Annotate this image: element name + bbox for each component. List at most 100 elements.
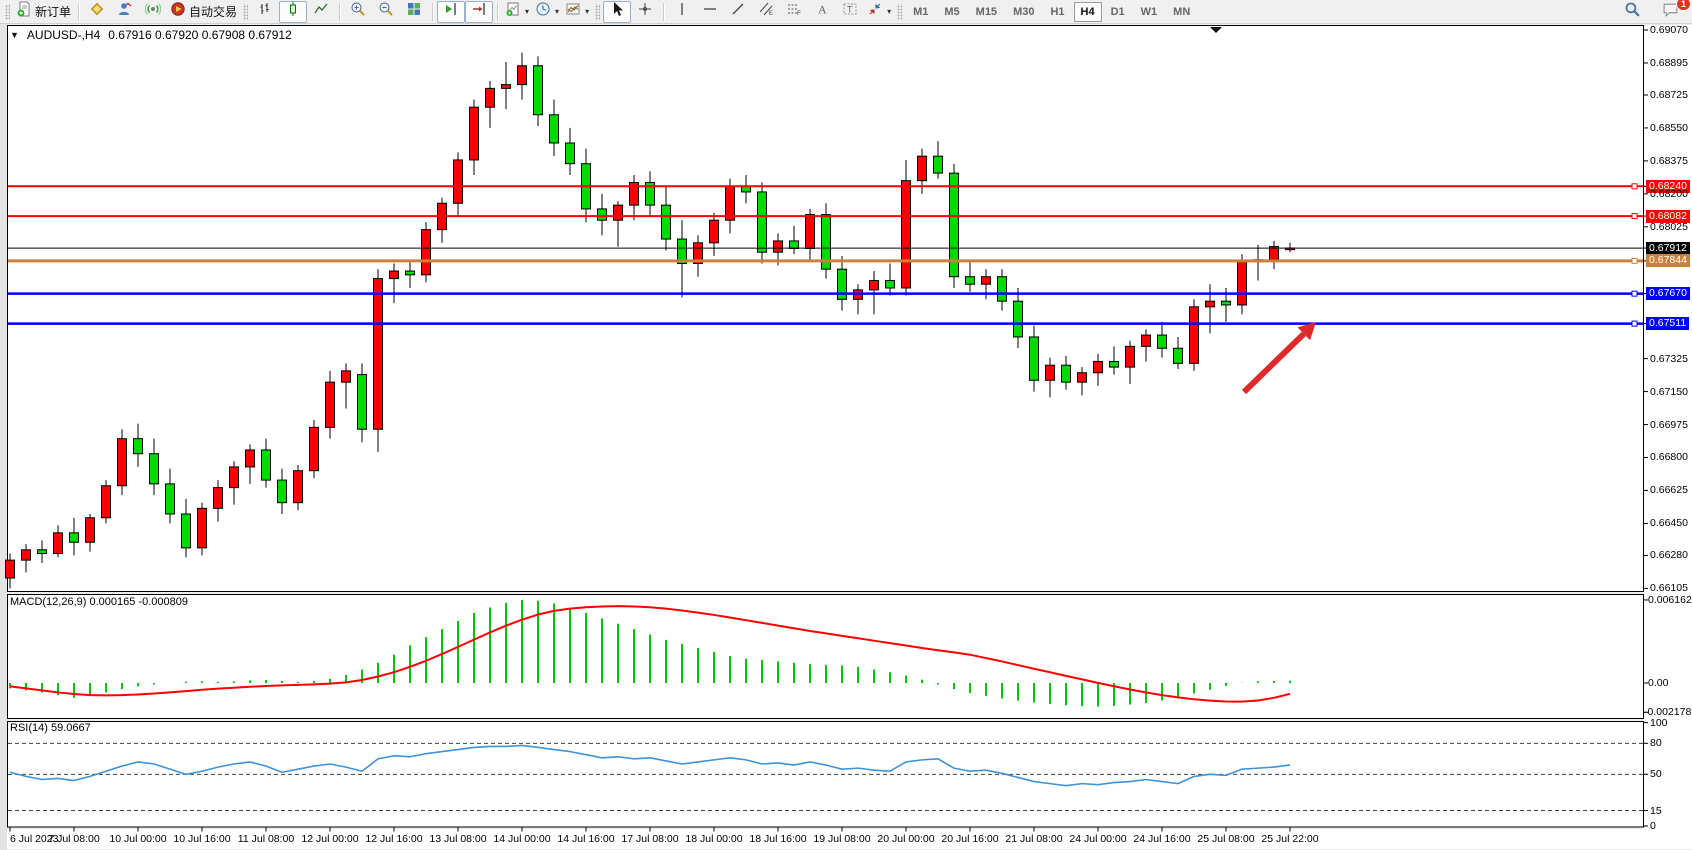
candle-body — [997, 276, 1007, 302]
line-handle[interactable] — [1631, 183, 1638, 190]
line-chart-button[interactable] — [307, 1, 335, 23]
svg-text:T: T — [847, 5, 853, 15]
candle-body — [181, 513, 191, 549]
timeframe-mn[interactable]: MN — [1173, 5, 1191, 18]
new-chart-button[interactable]: ▾ — [502, 1, 532, 23]
candle-body — [693, 242, 703, 265]
timeframe-h4[interactable]: H4 — [1073, 1, 1102, 22]
candle-body — [885, 279, 895, 289]
line-handle[interactable] — [1631, 290, 1638, 297]
candle-body — [85, 517, 95, 543]
line-handle[interactable] — [1631, 257, 1638, 264]
trend-arrow-head[interactable] — [1297, 322, 1316, 341]
main-chart-panel[interactable] — [7, 25, 1644, 592]
candlestick-icon — [285, 1, 301, 22]
candle-body — [661, 204, 671, 240]
candle-body — [917, 155, 927, 182]
candle-body — [645, 182, 655, 206]
candle-body — [325, 381, 335, 428]
accounts-button[interactable] — [111, 1, 139, 23]
zoom-in-button[interactable] — [344, 1, 372, 23]
new-chart-icon — [505, 1, 521, 22]
arrows-button[interactable]: ▾ — [864, 1, 894, 23]
new-order-button[interactable]: 新订单 — [13, 1, 74, 23]
periods-button[interactable]: ▾ — [532, 1, 562, 23]
notification-badge: 1 — [1675, 0, 1691, 11]
trend-arrow-shaft[interactable] — [1241, 331, 1306, 395]
candlestick-chart-button[interactable] — [279, 0, 308, 23]
chart-template-icon — [565, 1, 581, 22]
candle-body — [773, 240, 783, 253]
line-handle[interactable] — [1631, 320, 1638, 327]
vertical-line-button[interactable] — [668, 1, 696, 23]
candle-body — [469, 106, 479, 161]
timeframe-h1[interactable]: H1 — [1050, 5, 1065, 18]
chart-shift-marker-icon[interactable] — [1210, 27, 1222, 33]
bar-chart-button[interactable] — [251, 1, 279, 23]
auto-scroll-button[interactable] — [465, 0, 494, 23]
search-icon — [1624, 1, 1641, 23]
separator — [663, 2, 665, 21]
vertical-line-icon — [674, 1, 690, 22]
timeframe-d1[interactable]: D1 — [1110, 5, 1125, 18]
timeframe-m5[interactable]: M5 — [944, 5, 960, 18]
dropdown-caret-icon: ▾ — [525, 7, 530, 16]
toolbar-drag-handle[interactable] — [595, 3, 601, 20]
chart-shift-button[interactable] — [437, 0, 466, 23]
tile-windows-button[interactable] — [400, 1, 428, 23]
clock-icon — [535, 1, 551, 22]
toolbar-drag-handle[interactable] — [5, 3, 10, 20]
horizontal-line-icon — [702, 1, 718, 22]
timeframe-m1[interactable]: M1 — [913, 5, 929, 18]
macd-panel[interactable] — [7, 594, 1644, 719]
fibonacci-icon: F — [786, 1, 802, 22]
crosshair-button[interactable] — [631, 1, 659, 23]
text-button[interactable]: A — [808, 1, 836, 23]
market-watch-button[interactable] — [83, 1, 111, 23]
chart-templates-button[interactable]: ▾ — [562, 1, 592, 23]
candle-body — [117, 438, 127, 487]
equidistant-channel-icon: E — [758, 1, 774, 22]
search-button[interactable] — [1618, 1, 1646, 23]
candle-body — [1157, 334, 1167, 349]
candle-body — [405, 270, 415, 276]
fibonacci-button[interactable]: F — [780, 1, 808, 23]
candle-body — [1077, 372, 1087, 383]
timeframe-m30[interactable]: M30 — [1013, 5, 1035, 18]
trendline-button[interactable] — [724, 1, 752, 23]
candle-body — [133, 438, 143, 455]
toolbar-drag-handle[interactable] — [897, 3, 903, 20]
candle-body — [949, 172, 959, 278]
candle-body — [1205, 300, 1215, 308]
auto-trading-button[interactable]: 自动交易 — [167, 1, 240, 23]
candle-body — [869, 279, 879, 291]
new-order-label: 新订单 — [35, 5, 72, 19]
cursor-button[interactable] — [603, 0, 632, 23]
candle-body — [197, 507, 207, 549]
separator — [497, 2, 499, 21]
zoom-out-button[interactable] — [372, 1, 400, 23]
one-click-trading-arrow-icon[interactable]: ▼ — [10, 30, 19, 40]
line-handle[interactable] — [1631, 213, 1638, 220]
timeframe-w1[interactable]: W1 — [1140, 5, 1158, 18]
candle-body — [1189, 306, 1199, 364]
rsi-panel[interactable] — [7, 721, 1644, 828]
notifications-button[interactable]: 1 — [1656, 0, 1691, 23]
horizontal-line-button[interactable] — [696, 1, 724, 23]
toolbar-drag-handle[interactable] — [243, 3, 249, 20]
candle-body — [69, 532, 79, 543]
signals-button[interactable] — [139, 1, 167, 23]
candle-body — [37, 549, 47, 555]
equidistant-channel-button[interactable]: E — [752, 1, 780, 23]
candle-body — [757, 191, 767, 253]
auto-scroll-icon — [471, 1, 487, 22]
text-label-button[interactable]: T — [836, 1, 864, 23]
timeframe-m15[interactable]: M15 — [975, 5, 998, 18]
candle-body — [485, 87, 495, 108]
zoom-out-icon — [378, 1, 394, 22]
dropdown-caret-icon: ▾ — [887, 7, 892, 16]
crosshair-icon — [637, 1, 653, 22]
tile-windows-icon — [406, 1, 422, 22]
symbol-info-overlay: ▼ AUDUSD-,H4 0.67916 0.67920 0.67908 0.6… — [10, 28, 292, 42]
